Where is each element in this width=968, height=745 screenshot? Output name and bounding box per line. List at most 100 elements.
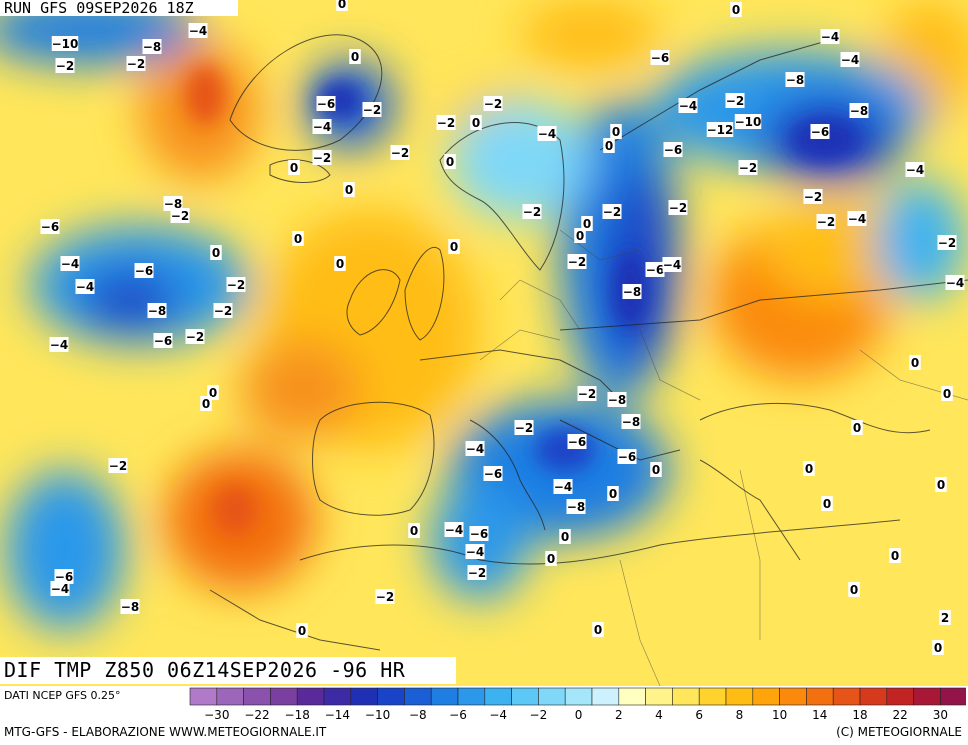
- contour-label-bg: [40, 219, 60, 234]
- legend-swatch: [323, 687, 352, 706]
- contour-label-bg: [134, 263, 154, 278]
- contour-label-bg: [514, 420, 534, 435]
- contour-label: 0: [594, 623, 602, 637]
- contour-label-bg: [663, 142, 683, 157]
- contour-label-bg: [932, 640, 944, 655]
- legend-tick-label: 2: [615, 708, 623, 721]
- contour-label: −6: [154, 334, 172, 348]
- contour-label-bg: [941, 386, 953, 401]
- contour-label: 0: [911, 356, 919, 370]
- contour-label: −4: [466, 545, 484, 559]
- contour-label: 0: [202, 397, 210, 411]
- contour-label: −6: [568, 435, 586, 449]
- legend-swatch: [698, 687, 727, 706]
- contour-label-bg: [296, 623, 308, 638]
- contour-label-bg: [566, 499, 586, 514]
- contour-label-bg: [840, 52, 860, 67]
- legend-swatch: [913, 687, 941, 706]
- legend-tick-label: −2: [530, 708, 548, 721]
- contour-label-bg: [553, 479, 573, 494]
- contour-label-bg: [288, 160, 300, 175]
- anomaly-map: −10 −8−2−4−20−6 −2−4 −2 00−2−4 00−20−20−6 −4−8…: [0, 0, 968, 686]
- contour-label-bg: [54, 569, 74, 584]
- contour-label: 0: [891, 549, 899, 563]
- contour-label-bg: [803, 461, 815, 476]
- contour-label: 0: [732, 3, 740, 17]
- legend-swatch: [350, 687, 378, 706]
- contour-label: −6: [317, 97, 335, 111]
- contour-label-bg: [785, 72, 805, 87]
- contour-label-bg: [142, 39, 162, 54]
- contour-label: −2: [603, 205, 621, 219]
- contour-label: −2: [171, 209, 189, 223]
- contour-label: −2: [127, 57, 145, 71]
- contour-label: −4: [821, 30, 839, 44]
- legend-tick-label: 4: [655, 708, 663, 721]
- contour-label-bg: [292, 231, 304, 246]
- contour-label: −2: [391, 146, 409, 160]
- contour-label-bg: [577, 386, 597, 401]
- contour-label-bg: [939, 610, 951, 625]
- contour-label: −4: [76, 280, 94, 294]
- contour-label: −8: [164, 197, 182, 211]
- contour-label: 0: [576, 229, 584, 243]
- contour-label: 0: [850, 583, 858, 597]
- contour-label-bg: [650, 462, 662, 477]
- contour-label-bg: [603, 138, 615, 153]
- legend-tick-label: 8: [736, 708, 744, 721]
- contour-label-bg: [188, 23, 208, 38]
- contour-label: −4: [538, 127, 556, 141]
- legend-swatch: [216, 687, 244, 706]
- contour-label: 0: [338, 0, 346, 11]
- contour-label-bg: [444, 522, 464, 537]
- legend-swatch: [886, 687, 914, 706]
- contour-label-bg: [55, 58, 75, 73]
- legend-swatch: [538, 687, 566, 706]
- contour-label: 0: [943, 387, 951, 401]
- contour-label-bg: [706, 122, 734, 137]
- contour-label-bg: [312, 150, 332, 165]
- contour-label-bg: [343, 182, 355, 197]
- contour-label: −2: [568, 255, 586, 269]
- legend-swatch: [752, 687, 780, 706]
- legend-tick-label: −8: [409, 708, 427, 721]
- contour-label-bg: [334, 256, 346, 271]
- legend-tick-label: −30: [204, 708, 229, 721]
- contour-label: −6: [55, 570, 73, 584]
- contour-label: −2: [669, 201, 687, 215]
- contour-label-bg: [210, 245, 222, 260]
- contour-label-bg: [60, 256, 80, 271]
- contour-label-bg: [312, 119, 332, 134]
- contour-label-bg: [349, 49, 361, 64]
- contour-label-bg: [574, 228, 586, 243]
- contour-label: 0: [294, 232, 302, 246]
- contour-label-bg: [668, 200, 688, 215]
- contour-label-bg: [945, 275, 965, 290]
- contour-label: −4: [679, 99, 697, 113]
- contour-label-bg: [889, 548, 901, 563]
- contour-label: 0: [212, 246, 220, 260]
- contour-label: −10: [735, 115, 762, 129]
- legend-tick-label: −4: [489, 708, 507, 721]
- legend-tick-label: 18: [852, 708, 867, 721]
- contour-label: 0: [853, 421, 861, 435]
- contour-label: −2: [363, 103, 381, 117]
- legend-swatch: [404, 687, 432, 706]
- contour-labels: −10 −8−2−4−20−6 −2−4 −2 00−2−4 00−20−20−6 −4−8…: [40, 0, 965, 655]
- contour-label: −6: [135, 264, 153, 278]
- contour-label: 0: [823, 497, 831, 511]
- contour-label-bg: [336, 0, 348, 11]
- contour-label-bg: [821, 496, 833, 511]
- contour-label: −10: [52, 37, 79, 51]
- contour-label: −2: [726, 94, 744, 108]
- coastlines: [209, 34, 968, 651]
- contour-label-bg: [545, 551, 557, 566]
- contour-label: 0: [612, 125, 620, 139]
- copyright-label: (C) METEOGIORNALE: [836, 725, 962, 739]
- legend-swatch: [457, 687, 486, 706]
- contour-label-bg: [408, 523, 420, 538]
- contour-label: −2: [376, 590, 394, 604]
- contour-label: 0: [446, 155, 454, 169]
- contour-label: 0: [547, 552, 555, 566]
- contour-label-bg: [50, 581, 70, 596]
